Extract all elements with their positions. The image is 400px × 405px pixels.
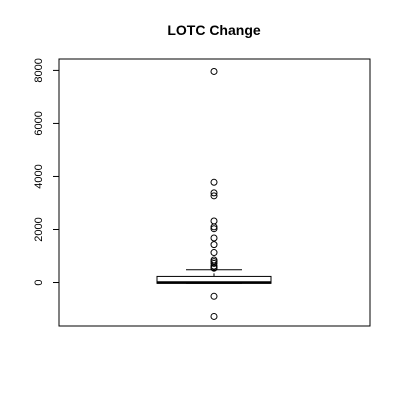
outlier-point [210,312,218,320]
plot-frame [58,58,371,327]
outlier-point [210,234,218,242]
outlier-point [210,264,218,272]
outlier-point [210,67,218,75]
outlier-point [210,178,218,186]
y-tick-label: 4000 [33,164,45,188]
outlier-point [210,225,218,233]
outlier-point [210,249,218,257]
outlier-point [210,241,218,249]
outlier-point [210,259,218,267]
outlier-point [210,292,218,300]
y-tick-label: 6000 [33,111,45,135]
y-axis: 0 2000 4000 6000 8000 [33,58,59,286]
y-tick-label: 0 [33,279,45,285]
y-tick-label: 8000 [33,58,45,82]
outlier-point [210,189,218,197]
chart-title: LOTC Change [167,22,261,38]
outlier-point [210,192,218,200]
outlier-group [210,67,218,320]
outlier-point [210,223,218,231]
y-tick-label: 2000 [33,217,45,241]
